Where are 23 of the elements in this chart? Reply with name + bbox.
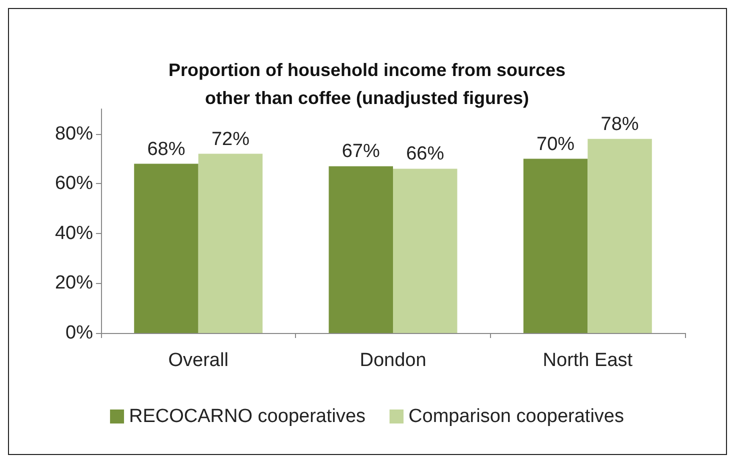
data-label: 72%	[211, 128, 250, 150]
bar	[588, 138, 652, 333]
bar	[523, 158, 588, 333]
bar	[393, 168, 458, 333]
data-label: 78%	[600, 114, 639, 135]
chart-title: Proportion of household income from sources other than coffee (unadjusted figures)	[168, 60, 566, 108]
x-tick-label: North East	[542, 350, 634, 371]
data-label: 68%	[147, 138, 186, 160]
y-tick-label: 60%	[54, 173, 94, 194]
x-tick-label: Dondon	[360, 350, 426, 371]
legend-label: Comparison cooperatives	[408, 406, 624, 427]
y-tick-label: 20%	[54, 272, 94, 294]
bar	[198, 154, 263, 333]
legend-label: RECOCARNO cooperatives	[129, 406, 366, 427]
data-label: 70%	[536, 134, 575, 155]
data-label: 66%	[406, 144, 444, 165]
bar	[328, 166, 393, 333]
y-tick-label: 80%	[54, 123, 94, 144]
data-label: 67%	[342, 141, 380, 162]
bar	[134, 164, 198, 333]
y-tick-label: 0%	[66, 322, 94, 344]
y-tick-label: 40%	[54, 222, 94, 244]
x-tick-label: Overall	[168, 350, 228, 371]
